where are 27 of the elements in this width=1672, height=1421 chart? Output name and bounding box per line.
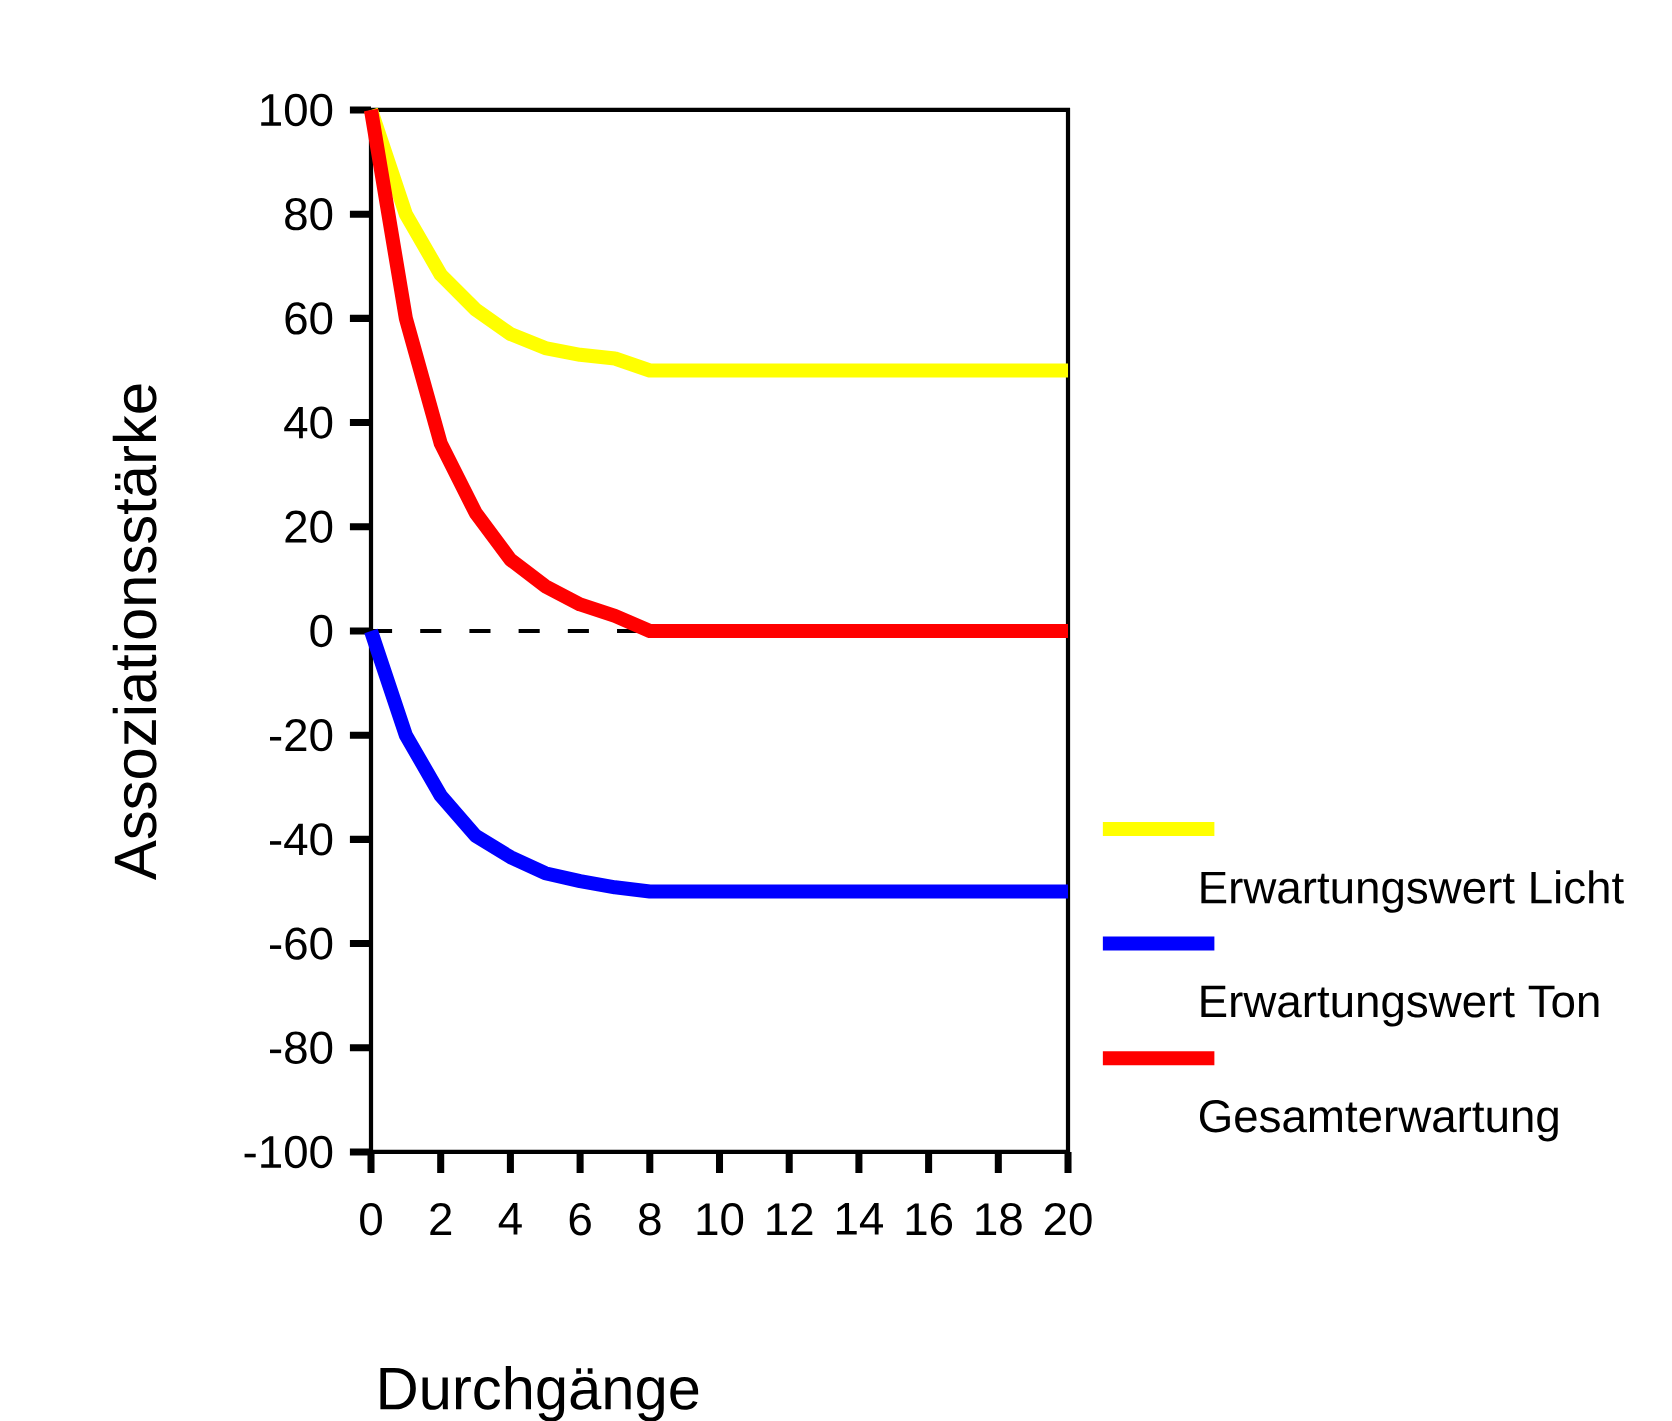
y-tick-label: 0 xyxy=(310,614,333,648)
x-tick-label: 2 xyxy=(430,1203,452,1235)
x-tick-label: 10 xyxy=(697,1203,744,1236)
y-tick-label: -100 xyxy=(244,1135,333,1169)
y-tick-label: 100 xyxy=(261,93,333,127)
y-tick-label: 20 xyxy=(285,510,333,543)
x-tick-label: 0 xyxy=(360,1203,382,1236)
x-tick-label: 4 xyxy=(498,1203,522,1235)
x-tick-label: 6 xyxy=(569,1203,591,1236)
x-tick-label: 16 xyxy=(906,1203,953,1236)
y-tick-label: -60 xyxy=(269,927,333,960)
legend-label: Erwartungswert Licht xyxy=(1201,870,1624,913)
legend-label: Erwartungswert Ton xyxy=(1201,985,1599,1027)
x-tick-label: 18 xyxy=(976,1203,1022,1236)
y-tick-label: -80 xyxy=(269,1031,333,1064)
y-tick-label: 80 xyxy=(285,198,333,231)
x-tick-label: 12 xyxy=(767,1203,813,1235)
y-tick-label: 60 xyxy=(285,302,333,335)
y-tick-label: 40 xyxy=(284,406,333,439)
legend-label: Gesamterwartung xyxy=(1199,1100,1558,1142)
x-tick-label: 14 xyxy=(836,1203,883,1235)
y-axis-title: Assoziationsstärke xyxy=(112,384,157,880)
y-tick-label: -40 xyxy=(269,823,333,856)
x-axis-title: Durchgänge xyxy=(380,1365,699,1421)
x-tick-label: 20 xyxy=(1044,1203,1092,1236)
y-tick-label: -20 xyxy=(269,719,333,752)
x-tick-label: 8 xyxy=(639,1203,661,1236)
